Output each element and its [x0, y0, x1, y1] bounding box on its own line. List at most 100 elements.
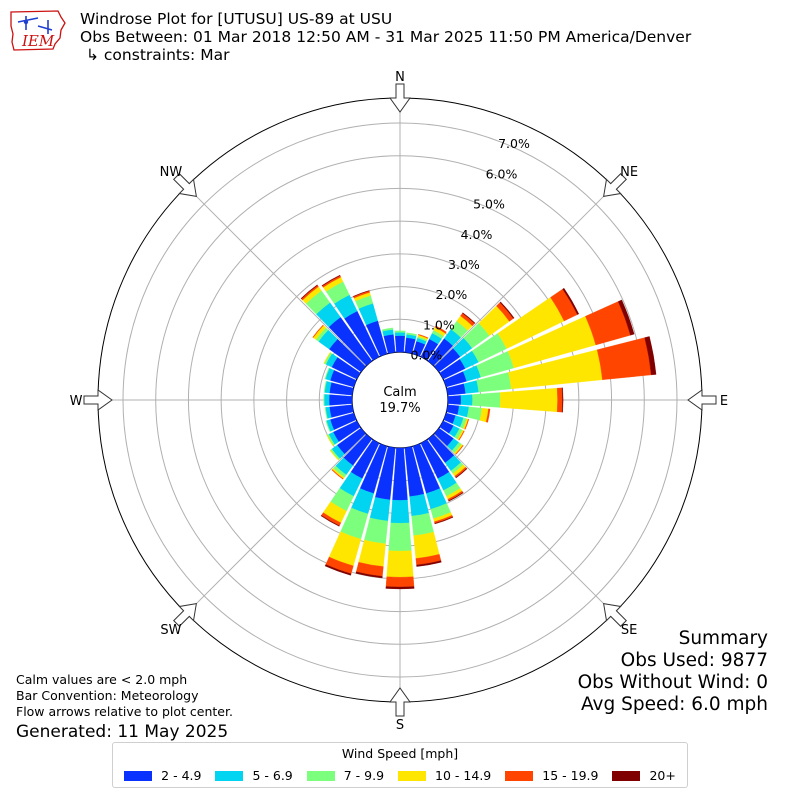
legend-entry: 5 - 6.9 — [215, 768, 293, 783]
rose-bar-segment — [321, 274, 341, 287]
flow-arrow-icon — [687, 389, 717, 411]
rose-bar-segment — [331, 469, 344, 480]
rose-bar-segment — [447, 395, 462, 405]
rose-bar-segment — [411, 512, 434, 536]
calm-label: Calm — [383, 385, 416, 400]
rose-bar-segment — [312, 324, 324, 338]
radial-gridline — [433, 186, 614, 367]
chart-title: Windrose Plot for [UTUSU] US-89 at USU — [80, 10, 393, 28]
legend-label: 20+ — [649, 768, 676, 783]
rose-bar-segment — [434, 325, 447, 334]
direction-label-nw: NW — [160, 165, 183, 180]
rose-bar-segment — [394, 330, 406, 333]
rose-bar-segment — [562, 287, 580, 315]
rose-bar-segment — [392, 447, 408, 501]
legend-label: 2 - 4.9 — [161, 768, 202, 783]
rose-bar-segment — [325, 420, 331, 432]
rose-bar-segment — [472, 392, 501, 408]
rose-bar-segment — [458, 430, 465, 441]
direction-label-w: W — [70, 394, 83, 409]
rose-bar-segment — [460, 394, 473, 406]
rose-bar-segment — [324, 407, 328, 419]
rose-bar-segment — [448, 492, 464, 502]
rose-bar-segment — [596, 337, 652, 380]
bar-convention: Bar Convention: Meteorology — [16, 688, 199, 703]
direction-label-s: S — [396, 718, 404, 733]
legend-entry: 15 - 19.9 — [505, 768, 598, 783]
calm-value: 19.7% — [379, 401, 420, 416]
rose-bar-segment — [320, 515, 340, 527]
rose-bar-segment — [324, 564, 352, 576]
direction-label-n: N — [395, 70, 405, 85]
rose-bar-segment — [369, 497, 391, 522]
rose-bar-segment — [328, 394, 353, 406]
rose-bar-segment — [499, 388, 558, 412]
rose-bar-segment — [388, 522, 412, 552]
legend-swatch — [612, 770, 641, 781]
direction-label-ne: NE — [620, 165, 638, 180]
radial-tick-label: 2.0% — [436, 287, 468, 302]
rose-bar-segment — [323, 380, 327, 393]
legend-label: 15 - 19.9 — [542, 768, 599, 783]
flow-arrow-icon — [173, 173, 197, 197]
rose-bar-segment — [434, 516, 454, 525]
obs-between: Obs Between: 01 Mar 2018 12:50 AM - 31 M… — [80, 28, 692, 46]
direction-label-sw: SW — [160, 623, 181, 638]
obs-without-wind: Obs Without Wind: 0 — [577, 672, 768, 693]
rose-bar-segment — [324, 394, 330, 406]
legend-entry: 20+ — [612, 768, 676, 783]
flow-note: Flow arrows relative to plot center. — [16, 704, 233, 719]
rose-bar-segment — [455, 444, 464, 455]
legend-label: 7 - 9.9 — [343, 768, 385, 783]
rose-bar-segment — [326, 434, 334, 447]
generated-date: Generated: 11 May 2025 — [16, 722, 229, 742]
calm-note: Calm values are < 2.0 mph — [16, 672, 188, 687]
legend-swatch — [306, 770, 335, 781]
rose-bar-segment — [300, 284, 318, 300]
flow-arrow-icon — [603, 603, 627, 627]
radial-tick-label: 0.0% — [410, 348, 442, 363]
legend-entry: 7 - 9.9 — [306, 768, 385, 783]
rose-bar-segment — [323, 352, 331, 364]
arrows-layer — [83, 83, 717, 717]
radial-tick-label: 3.0% — [448, 257, 480, 272]
rose-bar-segment — [485, 408, 491, 423]
chart-header: Windrose Plot for [UTUSU] US-89 at USU O… — [80, 10, 691, 64]
rose-bar-segment — [409, 493, 430, 517]
rose-bar-segment — [499, 301, 515, 319]
flow-arrow-icon — [389, 687, 411, 717]
rose-bar-segment — [329, 449, 339, 461]
legend-title: Wind Speed [mph] — [341, 746, 459, 761]
rose-bar-segment — [462, 312, 476, 324]
rose-bar-segment — [644, 336, 657, 376]
ring-gridline — [122, 122, 678, 678]
obs-used: Obs Used: 9877 — [620, 650, 768, 671]
rose-bar-segment — [463, 380, 479, 394]
ring-gridline — [155, 155, 645, 645]
bars-layer — [300, 274, 657, 590]
legend-entry: 10 - 14.9 — [398, 768, 491, 783]
ring-gridline — [187, 187, 613, 613]
rose-bar-segment — [386, 550, 414, 578]
rose-bar-segment — [455, 468, 468, 479]
rose-bar-segment — [364, 517, 389, 544]
rose-bar-segment — [358, 539, 386, 567]
radial-tick-label: 4.0% — [461, 227, 493, 242]
summary-title: Summary — [678, 628, 768, 649]
labels-layer: N NE E SE S SW W NW 0.0% 1.0% 2.0% 3.0% 4.0% 5.0% 6.0%… — [70, 70, 729, 733]
rose-bar-segment — [381, 327, 394, 332]
legend-swatch — [124, 770, 153, 781]
rose-bar-segment — [385, 576, 415, 588]
iowa-outline-icon — [10, 10, 66, 51]
legend-label: 10 - 14.9 — [435, 768, 492, 783]
rose-bar-segment — [446, 404, 460, 415]
footer-notes: Calm values are < 2.0 mph Bar Convention… — [16, 672, 233, 743]
legend-swatch — [505, 770, 534, 781]
rose-bar-segment — [466, 406, 483, 421]
rose-bar-segment — [406, 332, 417, 337]
iem-logo: IEM — [10, 10, 66, 51]
rose-bar-segment — [413, 531, 440, 559]
radial-gridline — [186, 433, 367, 614]
constraints: ↳ constraints: Mar — [86, 46, 230, 64]
